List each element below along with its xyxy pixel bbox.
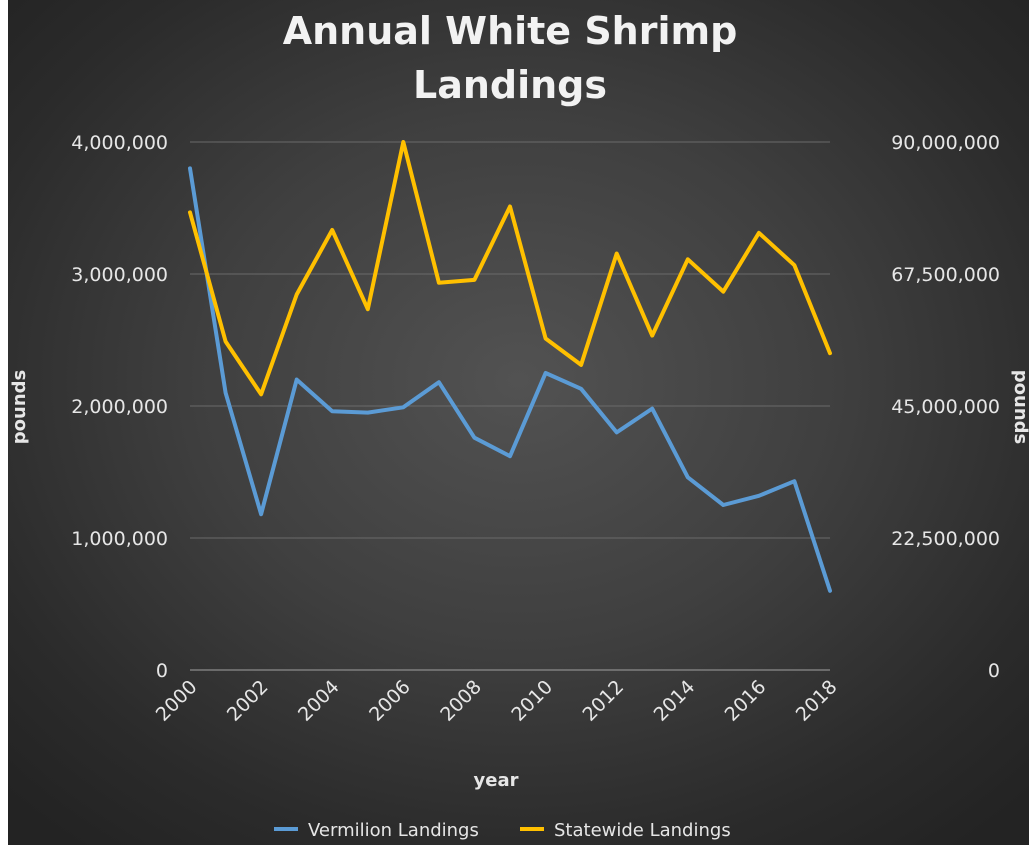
left-tick-label: 3,000,000 (71, 264, 168, 286)
chart-title-line-2: Landings (413, 63, 607, 107)
series-line-statewide (188, 140, 832, 397)
right-tick-label: 0 (988, 660, 1000, 682)
chart-svg: Annual White Shrimp Landings 0 1,000,000 2… (9, 9, 1029, 841)
chart-title-line-1: Annual White Shrimp (283, 9, 738, 53)
series-lines (188, 140, 832, 593)
right-tick-label: 45,000,000 (891, 396, 1000, 418)
x-tick-label: 2018 (792, 676, 842, 726)
right-axis-ticks: 0 22,500,000 45,000,000 67,500,000 90,000,00… (891, 132, 1000, 682)
x-tick-label: 2012 (578, 676, 628, 726)
left-tick-label: 0 (156, 660, 168, 682)
legend-label-statewide: Statewide Landings (554, 820, 731, 841)
x-axis-title: year (474, 770, 519, 791)
left-axis-ticks: 0 1,000,000 2,000,000 3,000,000 4,000,000 (71, 132, 168, 682)
x-tick-label: 2014 (650, 676, 700, 726)
right-tick-label: 22,500,000 (891, 528, 1000, 550)
legend: Vermilion Landings Statewide Landings (274, 820, 731, 841)
chart-title: Annual White Shrimp Landings (283, 9, 738, 107)
x-tick-label: 2004 (294, 676, 344, 726)
right-tick-label: 90,000,000 (891, 132, 1000, 154)
x-tick-label: 2010 (507, 676, 557, 726)
y-axis-title-right: pounds (1010, 370, 1029, 444)
x-tick-label: 2008 (436, 676, 486, 726)
x-axis-ticks: 2000 2002 2004 2006 2008 2010 2012 2014 2016 2018 (152, 676, 842, 726)
gridlines (190, 141, 830, 671)
left-tick-label: 4,000,000 (71, 132, 168, 154)
left-tick-label: 2,000,000 (71, 396, 168, 418)
x-tick-label: 2002 (223, 676, 273, 726)
left-tick-label: 1,000,000 (71, 528, 168, 550)
legend-label-vermilion: Vermilion Landings (308, 820, 479, 841)
series-line-vermilion (188, 166, 832, 593)
x-tick-label: 2006 (365, 676, 415, 726)
y-axis-title-left: pounds (9, 370, 30, 444)
chart-card: Annual White Shrimp Landings 0 1,000,000 2… (8, 0, 1029, 845)
x-tick-label: 2000 (152, 676, 202, 726)
x-tick-label: 2016 (721, 676, 771, 726)
right-tick-label: 67,500,000 (891, 264, 1000, 286)
